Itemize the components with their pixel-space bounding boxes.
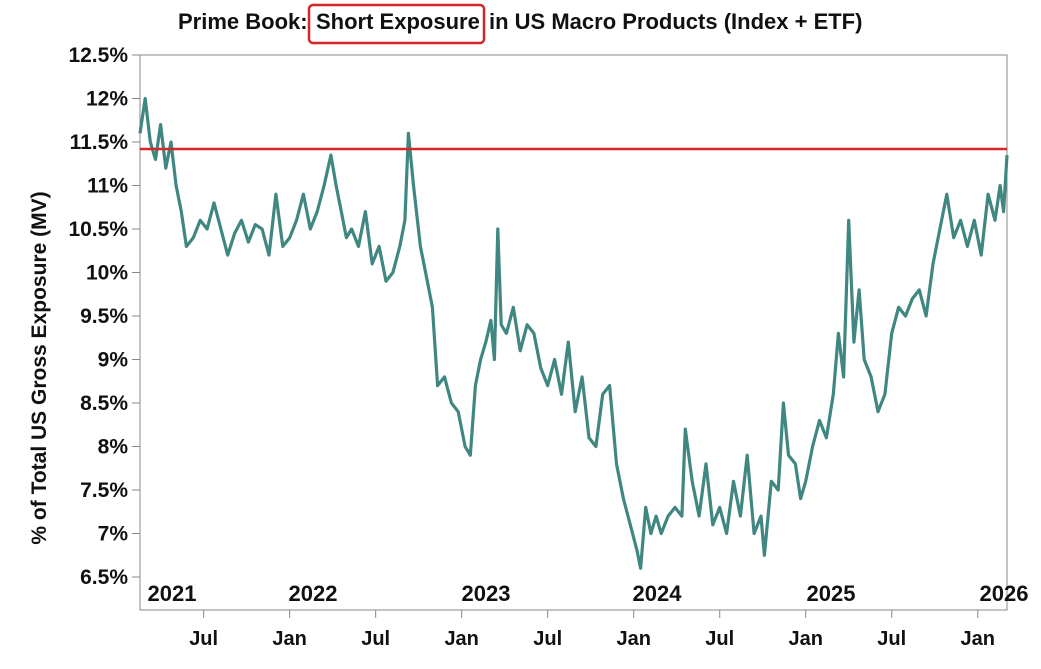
chart-title: Prime Book: Short Exposure in US Macro P… xyxy=(178,3,862,45)
year-label: 2024 xyxy=(633,581,683,606)
y-tick-label: 12% xyxy=(86,88,128,111)
y-tick-label: 11.5% xyxy=(70,131,129,154)
y-tick-label: 7% xyxy=(98,523,129,546)
y-tick-label: 12.5% xyxy=(68,44,128,67)
year-label: 2021 xyxy=(148,581,197,606)
x-tick-label: Jan xyxy=(272,628,306,650)
title-suffix: in US Macro Products (Index + ETF) xyxy=(489,9,862,34)
x-tick-label: Jul xyxy=(533,628,562,650)
year-label: 2022 xyxy=(289,581,338,606)
x-tick-label: Jan xyxy=(616,628,650,650)
title-prefix: Prime Book: xyxy=(178,9,308,34)
x-tick-label: Jan xyxy=(961,628,995,650)
y-tick-label: 11% xyxy=(87,175,128,198)
y-tick-label: 10% xyxy=(86,262,128,285)
x-tick-label: Jul xyxy=(189,628,218,650)
y-tick-label: 6.5% xyxy=(80,566,128,589)
y-tick-label: 8% xyxy=(98,436,129,459)
y-tick-label: 7.5% xyxy=(80,479,128,502)
y-tick-label: 9% xyxy=(98,349,129,372)
y-tick-label: 9.5% xyxy=(80,305,128,328)
x-tick-label: Jan xyxy=(444,628,478,650)
x-tick-label: Jul xyxy=(705,628,734,650)
year-label: 2025 xyxy=(807,581,856,606)
plot-area xyxy=(139,54,1008,611)
title-highlight: Short Exposure xyxy=(316,9,480,34)
x-axis-year-labels: 2021 2022 2023 2024 2025 2026 xyxy=(148,581,1029,606)
y-tick-label: 8.5% xyxy=(80,392,128,415)
year-label: 2026 xyxy=(980,581,1029,606)
y-tick-label: 10.5% xyxy=(68,218,128,241)
title-highlight-box xyxy=(307,3,486,45)
series-line-short-exposure xyxy=(138,96,1009,570)
y-axis-label: % of Total US Gross Exposure (MV) xyxy=(28,191,51,544)
year-label: 2023 xyxy=(462,581,511,606)
y-axis-ticks: 6.5% 7% 7.5% 8% 8.5% 9% 9.5% 10% 10.5% 11% 11.5% 12… xyxy=(68,44,140,589)
x-axis-ticks: Jul Jan Jul Jan Jul Jan Jul Jan Jul Jan xyxy=(189,610,995,650)
x-tick-label: Jan xyxy=(788,628,822,650)
x-tick-label: Jul xyxy=(877,628,906,650)
x-tick-label: Jul xyxy=(361,628,390,650)
